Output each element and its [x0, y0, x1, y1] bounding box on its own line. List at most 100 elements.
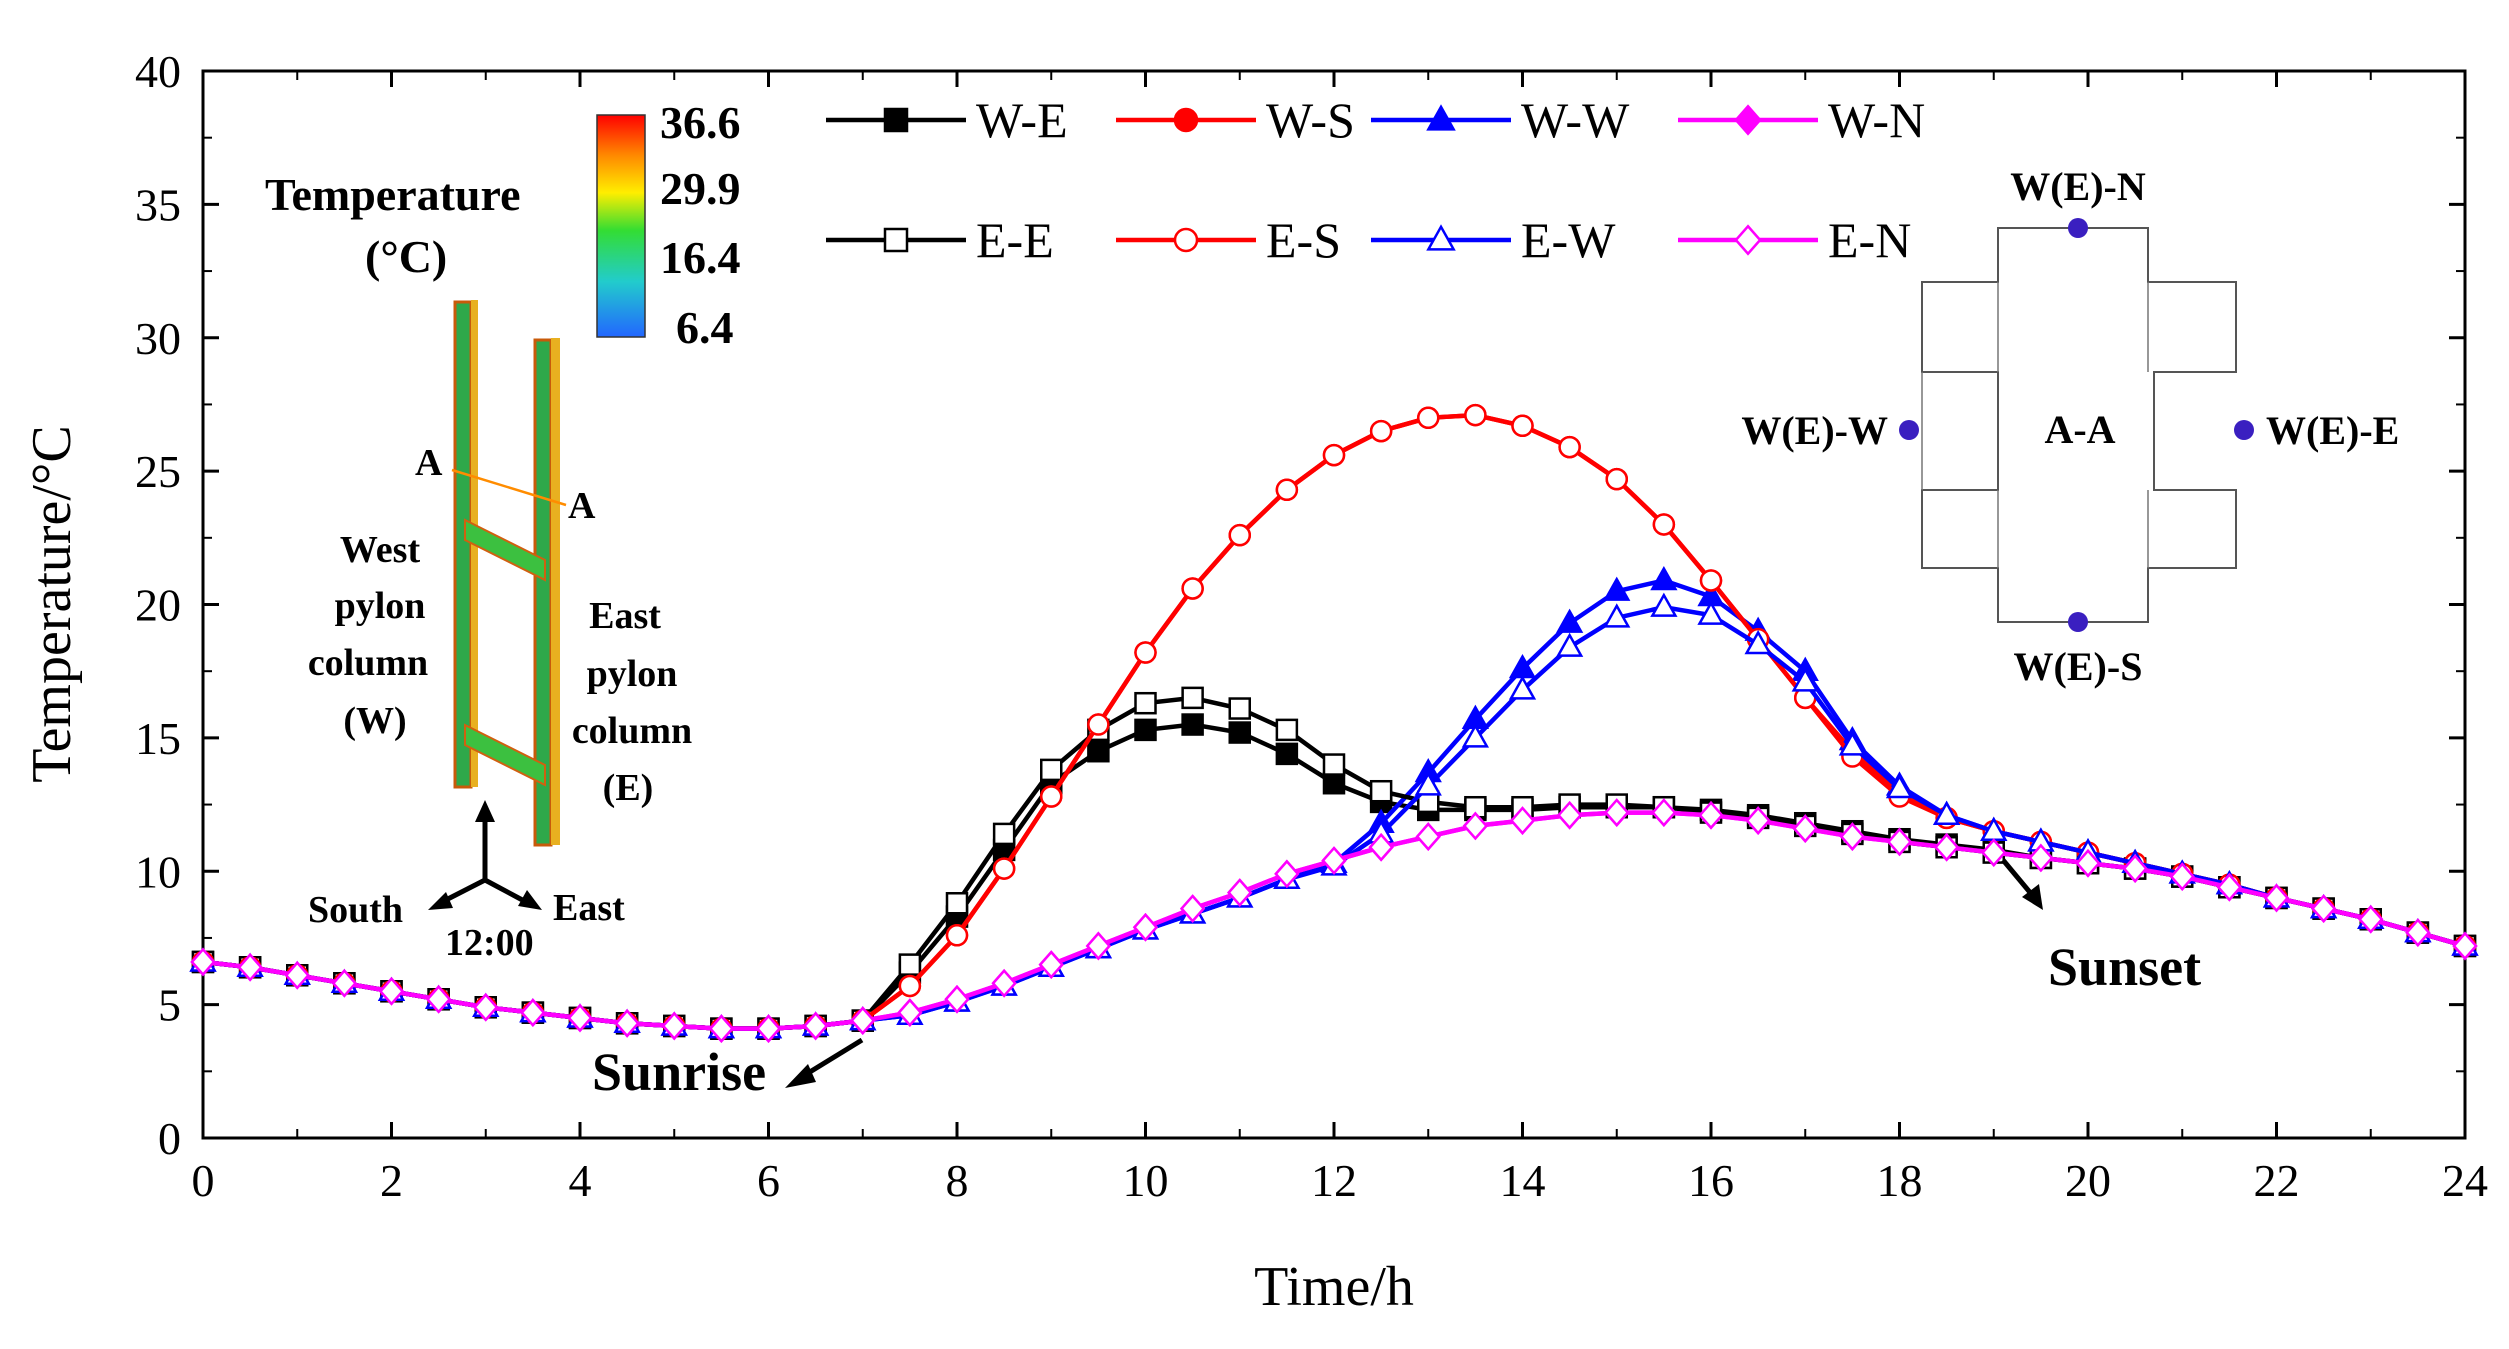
- label-south: W(E)-S: [2014, 644, 2143, 689]
- compass-up-head: [475, 800, 495, 822]
- data-point: [708, 1014, 735, 1044]
- data-point: [992, 857, 1016, 880]
- data-point: [945, 924, 969, 947]
- compass-time-label: 12:00: [445, 922, 534, 964]
- section-stiffener-lines: [1921, 282, 2149, 568]
- data-point: [1228, 721, 1251, 744]
- legend-label: W-E: [976, 92, 1068, 148]
- data-point: [1132, 912, 1159, 942]
- data-point: [1321, 846, 1347, 875]
- data-point: [1603, 603, 1631, 628]
- data-point: [1885, 774, 1914, 799]
- data-point: [1040, 758, 1063, 782]
- y-tick-label: 5: [158, 980, 181, 1031]
- data-point: [2169, 862, 2195, 891]
- legend-marker: [883, 227, 909, 253]
- data-point: [1461, 723, 1490, 748]
- data-point: [1699, 569, 1723, 592]
- section-title: A-A: [2044, 407, 2115, 452]
- x-axis-title: Time/h: [1254, 1256, 1414, 1318]
- legend-marker: [1426, 104, 1456, 131]
- data-point: [1462, 811, 1489, 841]
- data-point: [1745, 806, 1771, 835]
- x-tick-label: 20: [2065, 1155, 2111, 1206]
- y-tick-label: 15: [135, 713, 181, 764]
- y-tick-label: 0: [158, 1113, 181, 1164]
- data-point: [1369, 779, 1393, 803]
- west-column: [453, 300, 473, 789]
- section-marker-right: A: [568, 485, 596, 527]
- data-point: [1227, 878, 1253, 907]
- sunset-arrow: [2001, 858, 2035, 898]
- legend-entry-E-W: E-W: [1371, 212, 1616, 268]
- data-point: [1274, 859, 1300, 889]
- data-point: [1792, 814, 1818, 843]
- colorbar-value-2: 29.9: [660, 163, 741, 214]
- data-point: [473, 992, 499, 1022]
- legend-label: E-S: [1266, 212, 1341, 268]
- data-point: [2310, 894, 2337, 923]
- data-point: [1652, 513, 1676, 536]
- data-point: [331, 968, 358, 998]
- legend-entry-W-W: W-W: [1371, 92, 1630, 148]
- compass: South East 12:00: [308, 800, 625, 964]
- data-point: [898, 953, 922, 976]
- series-E-N: [190, 798, 2478, 1044]
- sunrise-label: Sunrise: [592, 1042, 766, 1102]
- colorbar: [596, 114, 646, 338]
- label-east: W(E)-E: [2266, 408, 2399, 453]
- data-point: [1181, 686, 1204, 710]
- label-north: W(E)-N: [2010, 164, 2146, 209]
- data-point: [1981, 838, 2007, 867]
- west-label-line-2: pylon: [335, 585, 426, 627]
- data-point: [1509, 806, 1536, 835]
- compass-east-label: East: [553, 887, 625, 929]
- y-tick-label: 20: [135, 580, 181, 631]
- legend: W-E W-S W-W W-N E-E E-S E-W E-N: [826, 92, 1925, 268]
- colorbar-max: 36.6: [660, 97, 741, 148]
- legend-marker: [1734, 224, 1762, 256]
- data-point: [1134, 641, 1157, 664]
- data-point: [802, 1011, 829, 1041]
- sunset-annotation: Sunset: [2001, 858, 2201, 997]
- y-tick-label: 35: [135, 179, 181, 230]
- data-point: [897, 998, 923, 1028]
- data-point: [1038, 950, 1064, 980]
- data-point: [1134, 691, 1157, 715]
- data-point: [614, 1008, 640, 1038]
- data-point: [1558, 435, 1581, 459]
- data-point: [1414, 771, 1442, 796]
- sunset-label: Sunset: [2048, 937, 2201, 997]
- y-tick-label: 25: [135, 446, 181, 497]
- data-point: [1698, 800, 1724, 830]
- compass-east-head: [518, 890, 542, 910]
- legend-marker: [1426, 224, 1456, 251]
- data-point: [1415, 822, 1441, 851]
- data-point: [1181, 713, 1204, 736]
- data-point: [1933, 832, 1960, 862]
- colorbar-value-3: 16.4: [660, 232, 741, 283]
- data-point: [2075, 848, 2101, 878]
- east-label-line-4: (E): [603, 767, 654, 809]
- legend-label: W-W: [1521, 92, 1630, 148]
- data-point: [520, 998, 546, 1028]
- data-point: [991, 968, 1017, 998]
- data-point: [1228, 697, 1251, 720]
- data-point: [1087, 713, 1110, 736]
- data-point: [1603, 576, 1631, 601]
- data-point: [898, 974, 922, 998]
- x-tick-label: 2: [380, 1155, 403, 1206]
- data-point: [1555, 632, 1584, 657]
- legend-entry-E-S: E-S: [1116, 212, 1341, 268]
- data-point: [378, 976, 405, 1006]
- data-point: [755, 1014, 782, 1044]
- y-tick-label: 30: [135, 313, 181, 364]
- legend-label: W-N: [1828, 92, 1925, 148]
- y-tick-labels: 0 5 10 15 20 25 30 35 40: [135, 46, 181, 1164]
- legend-label: E-E: [976, 212, 1054, 268]
- section-outline: [1921, 227, 2237, 623]
- data-point: [1697, 600, 1725, 625]
- legend-entry-E-N: E-N: [1678, 212, 1911, 268]
- x-tick-label: 18: [1877, 1155, 1923, 1206]
